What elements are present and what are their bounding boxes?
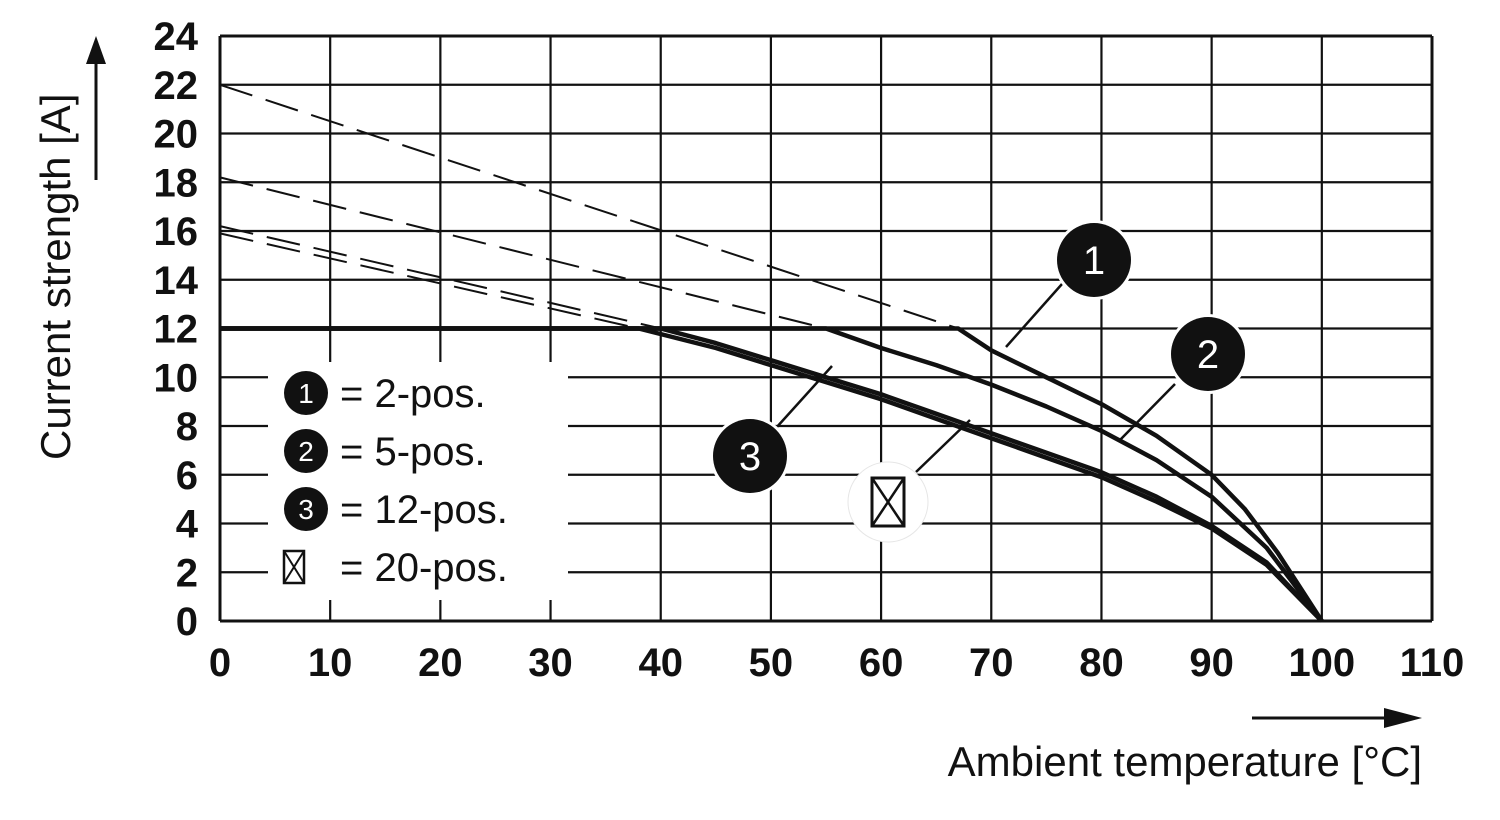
callout-circle-1	[1057, 223, 1131, 297]
series-line-3	[220, 326, 1324, 623]
x-tick-label: 80	[1079, 641, 1124, 685]
legend-label: = 5-pos.	[340, 430, 486, 474]
callout-number: 2	[1197, 333, 1219, 377]
callout-leader	[915, 419, 971, 473]
y-tick-label: 22	[154, 64, 199, 108]
y-tick-label: 8	[176, 405, 198, 449]
legend-box-cross	[283, 550, 305, 584]
x-tick-label: 50	[749, 641, 794, 685]
extrapolated-line-1	[219, 83, 959, 330]
callout-leader	[1005, 283, 1063, 348]
x-tick-label: 20	[418, 641, 463, 685]
legend-marker-1	[284, 371, 328, 415]
legend-marker-number: 3	[298, 494, 314, 525]
x-tick-label: 30	[528, 641, 573, 685]
x-tick-label: 70	[969, 641, 1014, 685]
tick-labels: 0 10 20 30 40 50 60 70 80 90 100 110024681012141618…	[154, 15, 1465, 685]
y-tick-label: 12	[154, 308, 199, 352]
series-line-1	[220, 326, 1324, 623]
callout-box-cross	[870, 477, 906, 527]
extrapolated-line-2	[219, 176, 827, 330]
y-tick-label: 2	[176, 551, 198, 595]
y-tick-label: 10	[154, 356, 199, 400]
x-tick-label: 10	[308, 641, 353, 685]
callout-leader	[775, 365, 833, 429]
y-tick-label: 24	[154, 15, 199, 59]
legend-marker-2	[284, 429, 328, 473]
extrapolated-lines	[219, 83, 959, 330]
legend-label: = 20-pos.	[340, 546, 508, 590]
legend-label: = 12-pos.	[340, 488, 508, 532]
x-axis-arrow-icon	[1384, 708, 1422, 728]
x-tick-label: 60	[859, 641, 904, 685]
callout-circle-3	[713, 419, 787, 493]
x-axis-title: Ambient temperature [°C]	[948, 738, 1422, 785]
legend-label: = 2-pos.	[340, 372, 486, 416]
x-tick-label: 0	[209, 641, 231, 685]
y-tick-label: 4	[176, 503, 199, 547]
extrapolated-line-3	[219, 225, 661, 330]
legend: 1 = 2-pos. 2 = 5-pos. 3 = 12-pos. = 20-pos.	[268, 362, 568, 600]
callout-number: 3	[739, 435, 761, 479]
series-line-box	[220, 326, 1324, 623]
callout-circle-2	[1171, 317, 1245, 391]
y-axis-title: Current strength [A]	[32, 94, 79, 461]
derating-curves	[220, 326, 1324, 623]
y-tick-label: 20	[154, 113, 199, 157]
callout-number: 1	[1083, 239, 1105, 283]
x-tick-label: 90	[1189, 641, 1234, 685]
callout-leader	[1119, 383, 1176, 441]
y-tick-label: 14	[154, 259, 199, 303]
y-tick-label: 6	[176, 454, 198, 498]
y-axis-title-group: Current strength [A]	[32, 36, 106, 460]
y-axis-arrow-icon	[86, 36, 106, 64]
extrapolated-line-box	[219, 232, 639, 330]
x-axis-title-group: Ambient temperature [°C]	[948, 708, 1422, 785]
x-tick-label: 40	[638, 641, 683, 685]
legend-marker-number: 2	[298, 436, 314, 467]
series-line-2	[220, 326, 1324, 623]
series-callouts: 1 2 3	[710, 220, 1248, 543]
x-tick-label: 100	[1288, 641, 1355, 685]
legend-marker-number: 1	[298, 378, 314, 409]
y-tick-label: 16	[154, 210, 199, 254]
legend-marker-3	[284, 487, 328, 531]
x-tick-label: 110	[1400, 641, 1465, 685]
y-tick-label: 18	[154, 161, 199, 205]
y-tick-label: 0	[176, 600, 198, 644]
